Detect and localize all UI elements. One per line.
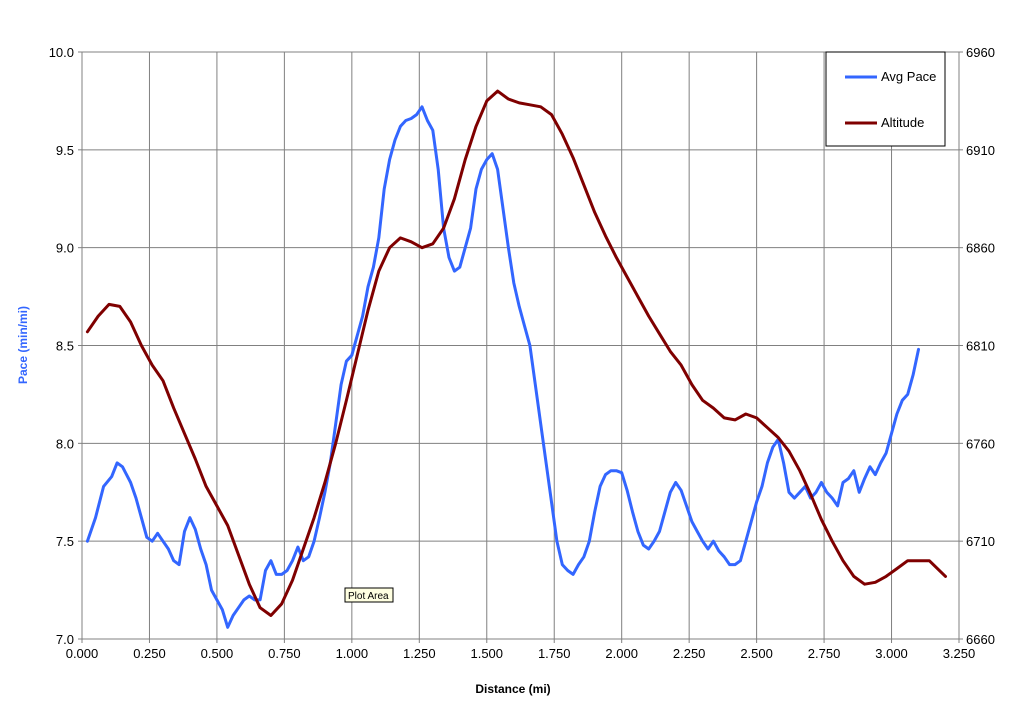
legend-box: [825, 51, 946, 147]
avg-pace-series-line[interactable]: [85, 105, 920, 629]
legend-label-altitude: Altitude: [881, 115, 924, 130]
y2-tick-label: 6910: [966, 143, 995, 158]
x-tick-label: 2.000: [605, 646, 638, 661]
x-tick-label: 0.500: [201, 646, 234, 661]
legend[interactable]: Avg Pace Altitude: [825, 51, 946, 147]
y-tick-label: 8.5: [56, 339, 74, 354]
plot-area-tooltip: Plot Area: [344, 587, 394, 603]
series-layer: [85, 89, 947, 629]
grid-layer: [82, 52, 959, 639]
y2-tick-label: 6810: [966, 339, 995, 354]
y-tick-label: 9.5: [56, 143, 74, 158]
tooltip-box: [344, 587, 394, 603]
altitude-series-line[interactable]: [85, 89, 947, 617]
y-tick-label: 7.0: [56, 632, 74, 647]
x-tick-label: 1.000: [336, 646, 369, 661]
x-axis-title: Distance (mi): [475, 682, 550, 696]
x-tick-label: 3.250: [943, 646, 976, 661]
x-tick-label: 2.750: [808, 646, 841, 661]
x-tick-label: 0.000: [66, 646, 99, 661]
x-tick-label: 1.250: [403, 646, 436, 661]
x-tick-label: 1.750: [538, 646, 571, 661]
x-tick-label: 1.500: [470, 646, 503, 661]
x-tick-label: 0.250: [133, 646, 166, 661]
y-axis-title: Pace (min/mi): [16, 306, 30, 384]
y2-tick-label: 6960: [966, 45, 995, 60]
y2-tick-label: 6860: [966, 241, 995, 256]
x-tick-label: 3.000: [875, 646, 908, 661]
y-tick-label: 9.0: [56, 241, 74, 256]
x-tick-label: 2.500: [740, 646, 773, 661]
axis-layer: 0.000 0.250 0.500 0.750 1.000 1.250 1.500 1.750…: [49, 45, 995, 661]
y2-tick-label: 6760: [966, 436, 995, 451]
y2-tick-label: 6660: [966, 632, 995, 647]
y2-tick-label: 6710: [966, 534, 995, 549]
y-tick-label: 7.5: [56, 534, 74, 549]
tooltip-text: Plot Area: [348, 591, 389, 602]
y-tick-label: 8.0: [56, 436, 74, 451]
x-tick-label: 2.250: [673, 646, 706, 661]
legend-label-avg-pace: Avg Pace: [881, 69, 936, 84]
x-tick-label: 0.750: [268, 646, 301, 661]
y-tick-label: 10.0: [49, 45, 74, 60]
